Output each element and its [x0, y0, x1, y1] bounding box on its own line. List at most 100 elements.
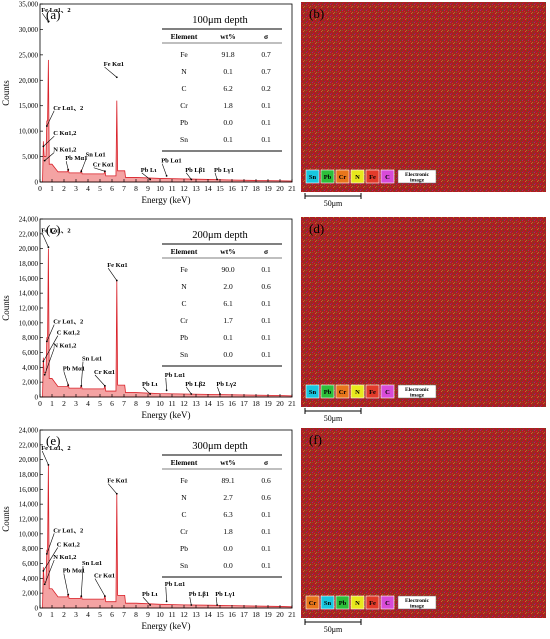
- x-tick-label: 4: [86, 399, 90, 408]
- legend-label: C: [385, 174, 390, 181]
- legend-swatch: [335, 595, 350, 610]
- table-header: Element: [171, 247, 198, 256]
- legend-swatch: [380, 595, 395, 610]
- annotation-tip: [216, 604, 219, 606]
- electronic-label: image: [410, 178, 425, 184]
- annotation-arrow: [80, 361, 84, 386]
- annotation-arrow: [81, 157, 87, 172]
- y-tick-label: 20,000: [19, 456, 39, 464]
- map-image: [301, 2, 546, 192]
- peak-label: Pb Lα1: [161, 158, 181, 165]
- x-tick-label: 6: [110, 399, 114, 408]
- x-tick-label: 20: [276, 399, 284, 408]
- x-tick-label: 1: [50, 184, 54, 193]
- depth-title: 300μm depth: [192, 441, 248, 452]
- x-tick-label: 3: [74, 610, 78, 619]
- table-header: wt%: [220, 32, 235, 41]
- table-cell: 0.0: [223, 544, 233, 553]
- annotation-tip: [67, 384, 70, 387]
- annotation-arrow: [165, 586, 167, 602]
- x-tick-label: 13: [192, 399, 200, 408]
- table-cell: 0.1: [261, 544, 271, 553]
- map-image: [301, 428, 546, 618]
- peak-label: Fe Kα1: [107, 478, 127, 485]
- table-cell: C: [181, 510, 186, 519]
- annotation-tip: [45, 125, 48, 127]
- table-cell: 0.1: [261, 527, 271, 536]
- y-tick-label: 16,000: [19, 486, 39, 494]
- table-header: σ: [264, 247, 269, 256]
- peak-label: Pb Lι: [142, 591, 158, 598]
- peak-label: Sn Lα1: [82, 560, 102, 567]
- y-tick-label: 22,000: [19, 230, 39, 238]
- table-cell: N: [181, 493, 187, 502]
- x-tick-label: 21: [288, 399, 296, 408]
- table-cell: 0.1: [261, 135, 271, 144]
- legend-swatch: [380, 169, 395, 184]
- legend-label: Cr: [339, 174, 347, 181]
- x-tick-label: 17: [240, 184, 248, 193]
- annotation-arrow: [161, 163, 167, 176]
- legend-swatch: [335, 384, 350, 399]
- y-tick-label: 10,000: [19, 128, 39, 136]
- annotation-tip: [190, 393, 193, 395]
- table-cell: 0.1: [223, 333, 233, 342]
- map-tint: [301, 217, 546, 407]
- table-cell: Sn: [180, 350, 188, 359]
- annotation-tip: [67, 168, 70, 171]
- annotation-tip: [80, 384, 83, 387]
- x-tick-label: 6: [110, 184, 114, 193]
- annotation-tip: [149, 178, 152, 181]
- table-cell: 0.1: [261, 510, 271, 519]
- x-tick-label: 0: [38, 184, 42, 193]
- legend-swatch: [350, 384, 365, 399]
- y-tick-label: 2,000: [22, 379, 38, 387]
- annotation-arrow: [214, 172, 218, 180]
- table-cell: Cr: [180, 527, 188, 536]
- legend-label: Sn: [309, 389, 317, 396]
- peak-label: Pb Mα1: [63, 365, 85, 372]
- table-cell: 0.1: [223, 135, 233, 144]
- table-cell: 2.0: [223, 282, 233, 291]
- legend-label: Fe: [369, 174, 376, 181]
- x-tick-label: 12: [180, 399, 188, 408]
- annotation-arrow: [65, 161, 69, 170]
- annotation-tip: [42, 570, 45, 572]
- y-tick-label: 0: [35, 179, 39, 187]
- annotation-arrow: [94, 578, 106, 597]
- x-tick-label: 18: [252, 399, 260, 408]
- y-axis-label: Counts: [1, 506, 11, 532]
- y-axis-label: Counts: [1, 80, 11, 106]
- annotation-tip: [80, 170, 83, 173]
- table-cell: 0.1: [261, 561, 271, 570]
- table-cell: Fe: [180, 265, 188, 274]
- annotation-tip: [67, 593, 70, 596]
- x-tick-label: 1: [50, 399, 54, 408]
- legend-swatch: [365, 169, 380, 184]
- x-tick-label: 11: [168, 399, 175, 408]
- y-tick-label: 4,000: [22, 364, 38, 372]
- annotation-tip: [43, 159, 46, 162]
- table-cell: 91.8: [221, 50, 234, 59]
- peak-label: Cr Kα1: [93, 162, 114, 169]
- peak-label: Pb Mα1: [65, 155, 87, 162]
- annotation-tip: [149, 393, 152, 395]
- annotation-arrow: [142, 386, 151, 395]
- peak-label: Cr Lα1、2: [53, 319, 83, 326]
- annotation-arrow: [80, 565, 84, 597]
- y-tick-label: 6,000: [22, 349, 38, 357]
- legend-swatch: [365, 384, 380, 399]
- annotation-tip: [47, 246, 50, 249]
- electronic-image-box: [397, 384, 437, 399]
- annotation-tip: [42, 145, 45, 148]
- table-header: wt%: [220, 247, 235, 256]
- legend-label: Fe: [369, 389, 376, 396]
- y-tick-label: 24,000: [19, 216, 39, 224]
- map-letter: (f): [309, 432, 322, 447]
- x-tick-label: 3: [74, 184, 78, 193]
- peak-label: Pb Lγ1: [215, 591, 235, 598]
- table-cell: 1.8: [223, 527, 233, 536]
- peak-label: Fe Lα1、2: [41, 227, 70, 234]
- peak-label: Cr Lα1、2: [53, 105, 83, 112]
